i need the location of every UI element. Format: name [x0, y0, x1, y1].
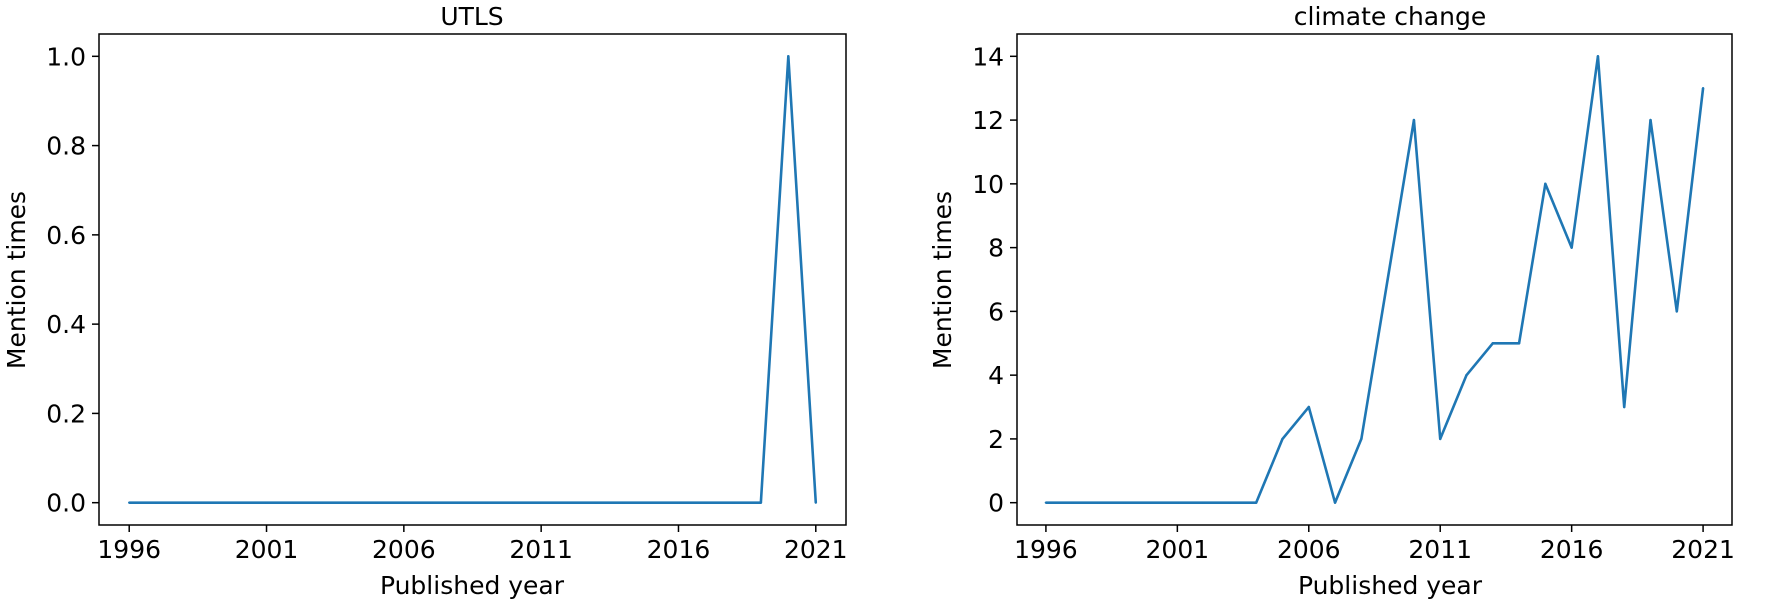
x-tick-label: 2021: [1671, 535, 1735, 564]
series-line: [1045, 55, 1705, 504]
y-tick-label: 1.0: [46, 42, 86, 71]
data-point: [1675, 310, 1678, 313]
x-tick-label: 2011: [509, 535, 573, 564]
plot-frame: [98, 33, 847, 526]
y-tick-label: 12: [972, 106, 1004, 135]
y-tick-label: 0: [988, 489, 1004, 518]
data-point: [375, 501, 378, 504]
data-point: [1465, 373, 1468, 377]
series-line: [129, 55, 818, 504]
data-point: [1544, 182, 1547, 186]
data-point: [210, 501, 213, 504]
data-point: [1701, 87, 1705, 90]
data-point: [1228, 501, 1232, 504]
chart-title: climate change: [1294, 2, 1486, 31]
data-point: [814, 501, 817, 504]
y-tick-label: 0.6: [46, 221, 86, 250]
data-point: [237, 501, 241, 504]
data-point: [265, 501, 268, 504]
y-tick-label: 0.2: [46, 399, 86, 428]
y-axis-label: Mention times: [928, 191, 957, 369]
series-group: [128, 55, 818, 504]
series-group: [1044, 55, 1705, 504]
data-point: [155, 501, 158, 504]
data-point: [1149, 501, 1153, 504]
chart-utls: UTLS 1996 2001 2006 2011 2016 2021 0.0 0.2 0.4 0.…: [2, 2, 848, 600]
data-point: [759, 501, 763, 504]
data-point: [1360, 437, 1363, 441]
x-tick-label: 2001: [235, 535, 299, 564]
data-point: [128, 501, 131, 504]
data-point: [1623, 405, 1626, 409]
data-point: [457, 501, 460, 504]
data-point: [1491, 342, 1494, 345]
y-tick-label: 10: [972, 170, 1004, 199]
x-tick-label: 1996: [1014, 535, 1078, 564]
x-tick-label: 2006: [372, 535, 436, 564]
y-axis-label: Mention times: [2, 191, 31, 369]
data-point: [485, 501, 488, 504]
plot-frame: [1016, 33, 1733, 526]
data-point: [182, 501, 186, 504]
data-point: [1097, 501, 1100, 504]
data-point: [1071, 501, 1074, 504]
y-tick-label: 6: [988, 297, 1004, 326]
tick-group: 1996 2001 2006 2011 2016 2021 0 2 4 6 8 10 12 14: [972, 42, 1735, 564]
data-point: [622, 501, 625, 504]
data-point: [787, 55, 790, 58]
y-tick-label: 2: [988, 425, 1004, 454]
data-point: [1517, 342, 1521, 345]
y-tick-label: 0.0: [46, 489, 86, 518]
y-tick-label: 4: [988, 361, 1004, 390]
data-point: [594, 501, 598, 504]
data-point: [347, 501, 351, 504]
data-point: [1281, 437, 1284, 441]
data-point: [649, 501, 653, 504]
x-tick-label: 2021: [784, 535, 848, 564]
x-tick-label: 2016: [647, 535, 711, 564]
x-tick-label: 2006: [1277, 535, 1341, 564]
y-tick-label: 0.8: [46, 132, 86, 161]
data-point: [1596, 55, 1600, 58]
data-point: [704, 501, 708, 504]
x-axis-label: Published year: [1298, 571, 1483, 600]
y-tick-label: 8: [988, 234, 1004, 263]
chart-climate-change: climate change 1996 2001 2006 2011 2016 2021 0…: [928, 2, 1735, 600]
data-point: [732, 501, 735, 504]
data-point: [430, 501, 433, 504]
data-point: [320, 501, 323, 504]
x-tick-label: 2011: [1408, 535, 1472, 564]
data-point: [539, 501, 543, 504]
data-point: [1570, 246, 1573, 249]
data-point: [1649, 118, 1652, 122]
data-point: [677, 501, 680, 504]
x-tick-label: 1996: [97, 535, 161, 564]
data-point: [512, 501, 515, 504]
data-point: [292, 501, 296, 504]
y-tick-label: 14: [972, 42, 1004, 71]
data-point: [1307, 405, 1310, 409]
data-point: [1412, 118, 1416, 122]
data-point: [1255, 501, 1258, 504]
x-tick-label: 2016: [1540, 535, 1604, 564]
tick-group: 1996 2001 2006 2011 2016 2021 0.0 0.2 0.4 0.6 0.8 1…: [46, 42, 847, 564]
data-point: [567, 501, 570, 504]
data-point: [1333, 501, 1337, 504]
x-tick-label: 2001: [1146, 535, 1210, 564]
data-point: [1202, 501, 1205, 504]
data-point: [1044, 501, 1048, 504]
chart-title: UTLS: [440, 2, 503, 31]
data-point: [402, 501, 406, 504]
x-axis-label: Published year: [380, 571, 565, 600]
data-point: [1439, 437, 1442, 441]
data-point: [1123, 501, 1126, 504]
y-tick-label: 0.4: [46, 310, 86, 339]
data-point: [1386, 278, 1389, 281]
data-point: [1176, 501, 1179, 504]
